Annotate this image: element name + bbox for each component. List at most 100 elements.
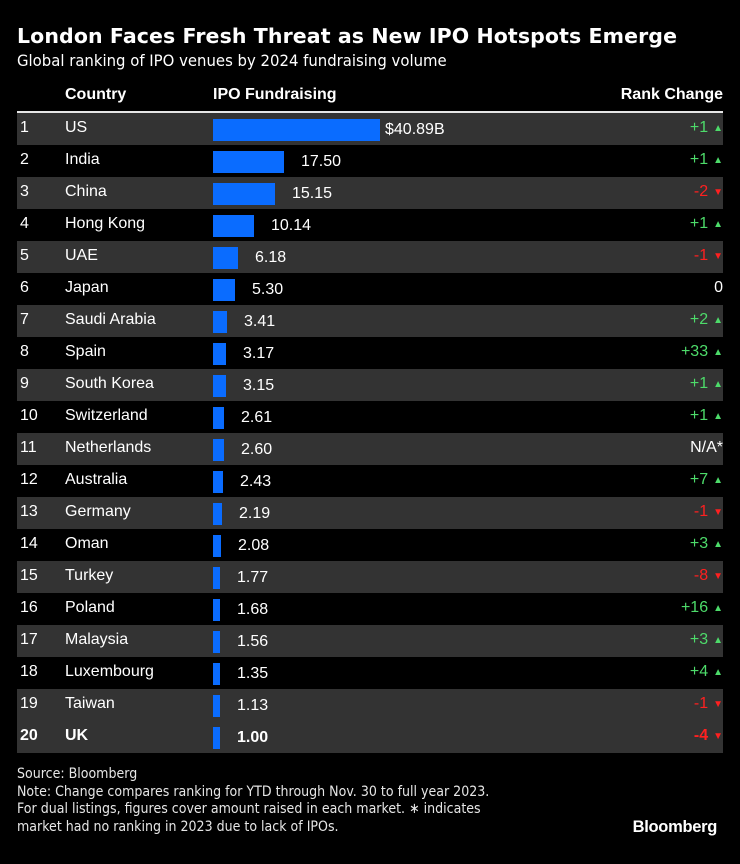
fundraising-bar [213, 247, 238, 269]
fundraising-bar [213, 503, 222, 525]
fundraising-bar [213, 407, 224, 429]
country-name: Spain [65, 343, 106, 360]
rank-change-value: -2 [693, 183, 709, 200]
column-header-rank-change: Rank Change [620, 86, 723, 103]
country-name: Netherlands [65, 439, 152, 456]
fundraising-value: 2.43 [240, 473, 272, 490]
rank-number: 11 [20, 439, 37, 456]
country-name: China [65, 183, 107, 200]
rank-change-value: +3 [689, 631, 709, 648]
rank-change: -1 ▼ [694, 503, 723, 521]
rank-change-value: +2 [689, 311, 709, 328]
rank-number: 5 [20, 247, 29, 264]
rank-number: 19 [20, 695, 38, 712]
rank-change-value: -4 [693, 727, 709, 744]
fundraising-bar [213, 151, 284, 173]
rank-change: +4 ▲ [690, 663, 723, 681]
fundraising-bar [213, 119, 380, 141]
source-note: Source: Bloomberg [17, 766, 138, 782]
rank-number: 7 [20, 311, 29, 328]
rank-number: 15 [20, 567, 38, 584]
fundraising-bar [213, 279, 235, 301]
rank-change: -1 ▼ [694, 695, 723, 713]
country-name: Japan [65, 279, 109, 296]
rank-change-value: +16 [680, 599, 709, 616]
rank-change-value: +33 [680, 343, 709, 360]
arrow-down-icon: ▼ [713, 187, 723, 198]
arrow-down-icon: ▼ [713, 507, 723, 518]
rank-change: +16 ▲ [681, 599, 723, 617]
table-row: 5 UAE 6.18 -1 ▼ [17, 241, 723, 273]
rank-number: 18 [20, 663, 38, 680]
rank-number: 14 [20, 535, 38, 552]
arrow-down-icon: ▼ [713, 571, 723, 582]
fundraising-bar [213, 535, 221, 557]
fundraising-value: $40.89B [385, 121, 445, 138]
table-row: 17 Malaysia 1.56 +3 ▲ [17, 625, 723, 657]
rank-number: 12 [20, 471, 38, 488]
rank-number: 2 [20, 151, 29, 168]
note-line-1: Note: Change compares ranking for YTD th… [17, 783, 490, 800]
rank-change: +3 ▲ [690, 535, 723, 553]
rank-change: +1 ▲ [690, 151, 723, 169]
rank-number: 8 [20, 343, 29, 360]
note-line-3: market had no ranking in 2023 due to lac… [17, 818, 339, 835]
table-row: 8 Spain 3.17 +33 ▲ [17, 337, 723, 369]
arrow-up-icon: ▲ [713, 475, 723, 486]
rank-change-value: -8 [693, 567, 709, 584]
fundraising-value: 1.56 [237, 633, 269, 650]
fundraising-value: 2.08 [238, 537, 270, 554]
rank-change: -8 ▼ [694, 567, 723, 585]
fundraising-bar [213, 311, 227, 333]
arrow-up-icon: ▲ [713, 155, 723, 166]
arrow-down-icon: ▼ [713, 731, 723, 742]
country-name: Saudi Arabia [65, 311, 156, 328]
rank-change: +7 ▲ [690, 471, 723, 489]
rank-number: 9 [20, 375, 29, 392]
table-row: 9 South Korea 3.15 +1 ▲ [17, 369, 723, 401]
table-row: 14 Oman 2.08 +3 ▲ [17, 529, 723, 561]
table-row: 3 China 15.15 -2 ▼ [17, 177, 723, 209]
fundraising-bar [213, 215, 254, 237]
chart-title: London Faces Fresh Threat as New IPO Hot… [17, 24, 678, 48]
rank-number: 1 [20, 119, 29, 136]
rank-change: +1 ▲ [690, 215, 723, 233]
bloomberg-logo: Bloomberg [632, 818, 718, 836]
rank-change: +33 ▲ [681, 343, 723, 361]
rank-change-value: -1 [693, 695, 709, 712]
rank-change: +1 ▲ [690, 407, 723, 425]
table-row: 16 Poland 1.68 +16 ▲ [17, 593, 723, 625]
table-row: 2 India 17.50 +1 ▲ [17, 145, 723, 177]
rank-number: 6 [20, 279, 29, 296]
fundraising-value: 1.00 [237, 729, 269, 746]
arrow-down-icon: ▼ [713, 699, 723, 710]
fundraising-value: 15.15 [292, 185, 333, 202]
table-row: 6 Japan 5.30 0 [17, 273, 723, 305]
fundraising-bar [213, 375, 226, 397]
country-name: Germany [65, 503, 131, 520]
table-header: Country IPO Fundraising Rank Change [17, 84, 723, 113]
fundraising-value: 2.19 [239, 505, 271, 522]
fundraising-bar [213, 183, 275, 205]
table-row: 4 Hong Kong 10.14 +1 ▲ [17, 209, 723, 241]
country-name: India [65, 151, 100, 168]
country-name: Taiwan [65, 695, 115, 712]
country-name: US [65, 119, 88, 136]
fundraising-value: 1.13 [237, 697, 269, 714]
country-name: Poland [65, 599, 115, 616]
rank-change-value: +1 [689, 407, 709, 424]
arrow-up-icon: ▲ [713, 667, 723, 678]
arrow-up-icon: ▲ [713, 315, 723, 326]
fundraising-value: 17.50 [301, 153, 342, 170]
arrow-up-icon: ▲ [713, 379, 723, 390]
fundraising-value: 2.60 [241, 441, 273, 458]
column-header-country: Country [65, 86, 127, 103]
rank-change-value: -1 [693, 247, 709, 264]
country-name: Luxembourg [65, 663, 154, 680]
table-body: 1 US $40.89B +1 ▲ 2 India 17.50 +1 ▲ 3 China 15.15 -2… [17, 113, 723, 753]
rank-number: 20 [20, 727, 38, 744]
table-row: 15 Turkey 1.77 -8 ▼ [17, 561, 723, 593]
rank-change: -4 ▼ [694, 727, 723, 745]
fundraising-value: 2.61 [241, 409, 273, 426]
country-name: Switzerland [65, 407, 148, 424]
